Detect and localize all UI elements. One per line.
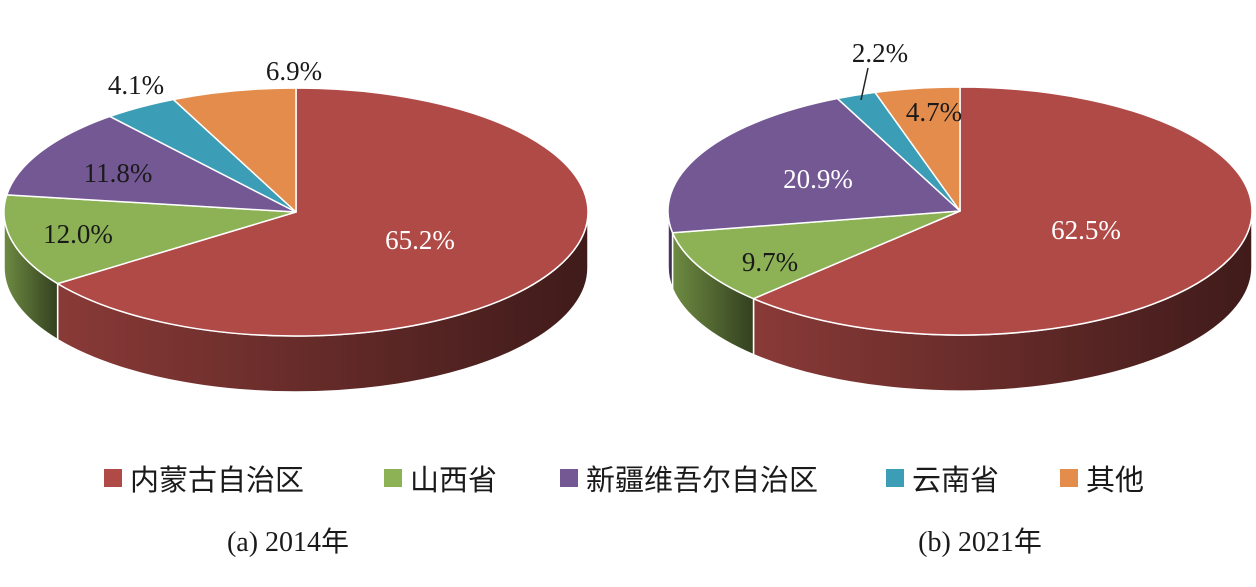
legend-label-yunnan: 云南省 (912, 463, 999, 497)
caption-2014: (a) 2014年 (227, 526, 349, 558)
data-label-xinjiang: 11.8% (84, 158, 153, 188)
data-label-inner-mongolia: 62.5% (1051, 215, 1121, 245)
legend-swatch-shanxi (384, 469, 402, 487)
slice-inner-mongolia (56, 87, 589, 337)
legend: 内蒙古自治区 山西省 新疆维吾尔自治区 云南省 其他 (104, 463, 1144, 497)
data-label-yunnan: 4.1% (108, 70, 164, 100)
legend-label-xinjiang: 新疆维吾尔自治区 (586, 463, 818, 497)
slice-shanxi (3, 194, 297, 285)
legend-label-shanxi: 山西省 (410, 463, 497, 497)
legend-label-inner-mongolia: 内蒙古自治区 (130, 463, 304, 497)
caption-2021: (b) 2021年 (918, 526, 1042, 558)
legend-swatch-inner-mongolia (104, 469, 122, 487)
data-label-yunnan: 2.2% (852, 38, 908, 68)
legend-swatch-xinjiang (560, 469, 578, 487)
data-label-shanxi: 9.7% (742, 247, 798, 277)
pie-chart-2014: 65.2% 12.0% 11.8% 4.1% 6.9% (3, 56, 589, 393)
data-label-shanxi: 12.0% (43, 219, 113, 249)
slice-inner-mongolia (752, 86, 1253, 336)
slice-shanxi (671, 210, 961, 300)
slice-xinjiang (667, 97, 961, 234)
pie-labels: 65.2% 12.0% 11.8% 4.1% 6.9% (43, 56, 455, 255)
data-label-inner-mongolia: 65.2% (385, 225, 455, 255)
data-label-xinjiang: 20.9% (783, 164, 853, 194)
slice-other (172, 87, 297, 213)
pie-chart-2021: 62.5% 9.7% 20.9% 2.2% 4.7% (667, 38, 1253, 392)
legend-label-other: 其他 (1086, 463, 1144, 497)
pie-labels: 62.5% 9.7% 20.9% 2.2% 4.7% (742, 38, 1121, 277)
legend-swatch-other (1060, 469, 1078, 487)
pie-top (3, 87, 589, 337)
leader-line (860, 67, 869, 101)
slice-xinjiang (6, 115, 297, 213)
legend-swatch-yunnan (886, 469, 904, 487)
pie-top (667, 86, 1253, 336)
slice-other (874, 86, 961, 212)
data-label-other: 4.7% (906, 97, 962, 127)
data-label-other: 6.9% (266, 56, 322, 86)
